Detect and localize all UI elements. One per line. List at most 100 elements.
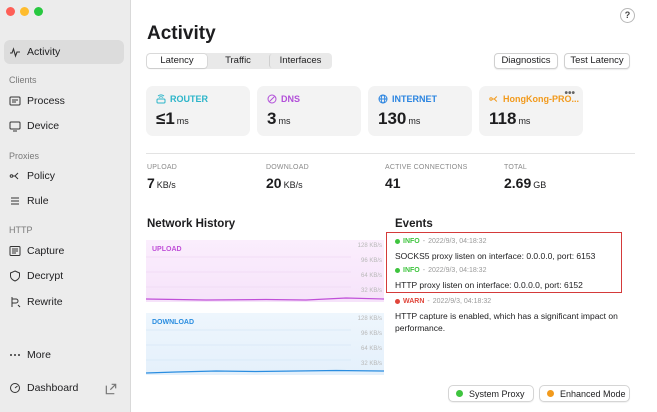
sidebar-item-more[interactable]: More — [4, 343, 124, 367]
download-chart-label: DOWNLOAD — [152, 319, 194, 326]
tab-interfaces[interactable]: Interfaces — [269, 54, 331, 68]
sidebar: Activity Clients Process Device Proxies … — [0, 0, 131, 412]
more-icon — [10, 354, 20, 356]
help-button[interactable]: ? — [620, 8, 635, 23]
info-status-icon — [395, 268, 400, 273]
main-content: ? Activity Latency Traffic Interfaces Di… — [131, 0, 657, 412]
sidebar-item-label: Policy — [27, 170, 56, 182]
device-icon — [9, 121, 21, 132]
event-separator: - — [427, 298, 430, 305]
sidebar-item-label: Capture — [27, 245, 65, 257]
stat-label: TOTAL — [504, 164, 527, 171]
maximize-window-button[interactable] — [34, 7, 43, 16]
sidebar-item-label: Dashboard — [27, 382, 79, 394]
sidebar-item-label: Rewrite — [27, 296, 63, 308]
stat-value: 20 KB/s — [266, 175, 309, 191]
stat-value: 41 — [385, 175, 468, 191]
sidebar-item-label: Rule — [27, 195, 49, 207]
stat-label: ACTIVE CONNECTIONS — [385, 164, 468, 171]
test-latency-button[interactable]: Test Latency — [564, 53, 630, 69]
divider — [146, 153, 635, 154]
capture-icon — [9, 246, 21, 256]
stat-value: 7 KB/s — [147, 175, 177, 191]
enhanced-mode-toggle[interactable]: Enhanced Mode — [539, 385, 630, 402]
download-chart-ticks: 128 KB/s 96 KB/s 64 KB/s 32 KB/s — [354, 313, 384, 375]
page-title: Activity — [147, 23, 216, 44]
sidebar-item-rule[interactable]: Rule — [4, 189, 124, 213]
event-message: SOCKS5 proxy listen on interface: 0.0.0.… — [395, 251, 596, 261]
system-proxy-toggle[interactable]: System Proxy — [448, 385, 534, 402]
stat-active-connections: ACTIVE CONNECTIONS 41 — [385, 164, 468, 191]
card-label: DNS — [267, 94, 300, 104]
stat-label: DOWNLOAD — [266, 164, 309, 171]
sidebar-item-rewrite[interactable]: Rewrite — [4, 290, 124, 314]
system-proxy-label: System Proxy — [469, 388, 525, 399]
card-value: 130 ms — [378, 109, 420, 129]
stat-value-number: 2.69 — [504, 175, 532, 191]
axis-tick: 32 KB/s — [360, 361, 382, 367]
event-meta: INFO - 2022/9/3, 04:18:32 — [395, 267, 631, 274]
card-value: 118 ms — [489, 109, 530, 129]
events-title: Events — [395, 218, 433, 230]
status-dot-icon — [547, 390, 554, 397]
card-label: ROUTER — [156, 94, 208, 104]
sidebar-section-proxies: Proxies — [9, 151, 40, 161]
upload-chart-area — [146, 240, 384, 302]
latency-card-router: ROUTER ≤1 ms — [146, 86, 250, 136]
sidebar-item-process[interactable]: Process — [4, 89, 124, 113]
card-label-text: INTERNET — [392, 94, 437, 104]
sidebar-section-http: HTTP — [9, 225, 33, 235]
event-separator: - — [422, 267, 426, 274]
policy-icon — [9, 172, 19, 180]
close-window-button[interactable] — [6, 7, 15, 16]
card-value-unit: ms — [278, 116, 291, 126]
event-level: INFO — [403, 267, 420, 274]
tab-latency[interactable]: Latency — [147, 54, 207, 68]
stat-value-number: 7 — [147, 175, 155, 191]
network-history-title: Network History — [147, 218, 236, 230]
card-label: INTERNET — [378, 94, 437, 104]
minimize-window-button[interactable] — [20, 7, 29, 16]
upload-chart: UPLOAD 128 KB/s 96 KB/s 64 KB/s 32 KB/s — [146, 240, 384, 302]
stat-value-number: 20 — [266, 175, 282, 191]
sidebar-item-device[interactable]: Device — [4, 114, 124, 138]
axis-tick: 96 KB/s — [360, 258, 382, 264]
event-item: INFO - 2022/9/3, 04:18:32 SOCKS5 proxy l… — [395, 238, 631, 262]
card-label: HongKong-PRO... — [489, 94, 579, 104]
tab-traffic[interactable]: Traffic — [225, 55, 251, 66]
external-link-icon[interactable] — [105, 383, 117, 395]
status-dot-icon — [456, 390, 463, 397]
more-options-icon[interactable]: ••• — [564, 88, 575, 99]
sidebar-section-clients: Clients — [9, 75, 37, 85]
sidebar-item-label: Decrypt — [27, 270, 64, 282]
dns-icon — [267, 94, 277, 104]
sidebar-item-policy[interactable]: Policy — [4, 164, 124, 188]
sidebar-item-label: More — [27, 349, 51, 361]
latency-card-dns: DNS 3 ms — [257, 86, 361, 136]
axis-tick: 128 KB/s — [357, 316, 382, 322]
event-item: WARN - 2022/9/3, 04:18:32 HTTP capture i… — [395, 298, 631, 334]
sidebar-item-capture[interactable]: Capture — [4, 239, 124, 263]
sidebar-item-label: Device — [27, 120, 60, 132]
sidebar-item-decrypt[interactable]: Decrypt — [4, 264, 124, 288]
sidebar-item-label: Process — [27, 95, 65, 107]
event-message: HTTP proxy listen on interface: 0.0.0.0,… — [395, 280, 583, 290]
axis-tick: 128 KB/s — [357, 243, 382, 249]
card-label-text: ROUTER — [170, 94, 208, 104]
event-level: INFO — [403, 238, 420, 245]
sidebar-item-dashboard[interactable]: Dashboard — [4, 376, 124, 400]
enhanced-mode-label: Enhanced Mode — [560, 388, 626, 399]
event-time: 2022/9/3, 04:18:32 — [428, 267, 487, 274]
card-value-unit: ms — [176, 116, 189, 126]
card-value: ≤1 ms — [156, 109, 189, 129]
card-value: 3 ms — [267, 109, 290, 129]
card-value-number: 130 — [378, 109, 407, 128]
sidebar-item-activity[interactable]: Activity — [4, 40, 124, 64]
diagnostics-button[interactable]: Diagnostics — [494, 53, 558, 69]
latency-card-internet: INTERNET 130 ms — [368, 86, 472, 136]
stat-value: 2.69 GB — [504, 175, 546, 191]
download-chart: DOWNLOAD 128 KB/s 96 KB/s 64 KB/s 32 KB/… — [146, 313, 384, 375]
event-time: 2022/9/3, 04:18:32 — [432, 298, 492, 305]
latency-card-proxy[interactable]: ••• HongKong-PRO... 118 ms — [479, 86, 583, 136]
